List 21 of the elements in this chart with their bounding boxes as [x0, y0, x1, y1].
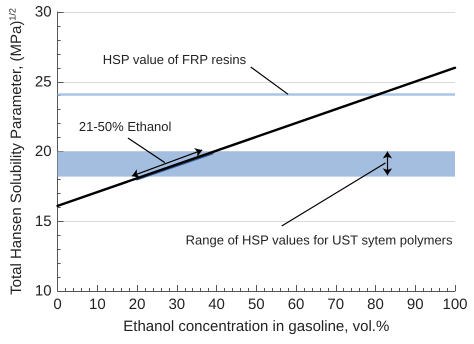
x-tick-label: 100 [442, 296, 468, 313]
y-tick-label: 10 [34, 282, 52, 300]
annotation: Range of HSP values for UST sytem polymers [186, 232, 454, 248]
y-tick-label: 20 [34, 143, 52, 160]
x-tick-label: 10 [88, 296, 106, 313]
x-tick-label: 20 [128, 296, 146, 313]
x-axis-title: Ethanol concentration in gasoline, vol.% [123, 318, 390, 335]
y-tick-label: 15 [34, 212, 52, 230]
x-tick-label: 90 [406, 296, 424, 313]
x-tick-label: 60 [288, 296, 304, 313]
x-tick-label: 50 [248, 296, 265, 313]
x-tick-label: 30 [168, 296, 186, 313]
x-tick-label: 40 [208, 296, 225, 313]
x-tick-label: 70 [327, 296, 344, 313]
y-tick-label: 30 [34, 4, 52, 20]
annotation: HSP value of FRP resins [102, 52, 247, 67]
x-tick-label: 80 [367, 296, 384, 313]
y-axis-title: Total Hansen Solubility Parameter, (MPa)1/2 [8, 8, 25, 295]
x-tick-label: 0 [53, 296, 62, 313]
annotation: 21-50% Ethanol [78, 118, 172, 134]
y-tick-label: 25 [34, 73, 52, 90]
